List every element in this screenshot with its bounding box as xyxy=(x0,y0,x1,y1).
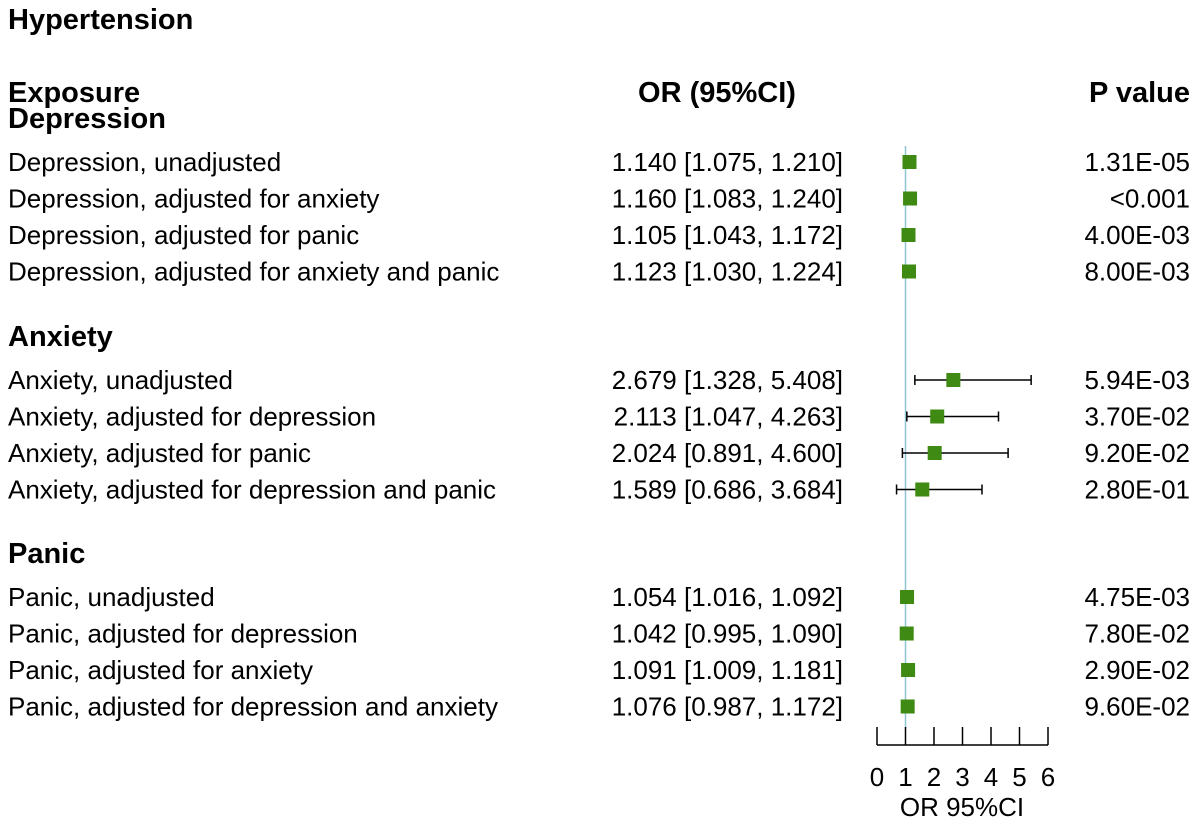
group-header: Panic xyxy=(8,538,85,570)
forest-row: Depression, adjusted for anxiety 1.160 [1… xyxy=(8,184,1190,214)
or-marker xyxy=(900,590,915,604)
x-tick-label: 0 xyxy=(870,762,884,792)
or-ci-value: 1.140 [1.075, 1.210] xyxy=(612,147,843,177)
or-marker xyxy=(915,482,930,497)
or-ci-value: 2.113 [1.047, 4.263] xyxy=(614,402,843,432)
forest-row: Panic, adjusted for depression and anxie… xyxy=(8,692,1190,722)
or-ci-value: 1.042 [0.995, 1.090] xyxy=(612,619,843,649)
x-tick-label: 4 xyxy=(984,762,998,792)
row-label: Depression, adjusted for anxiety xyxy=(8,184,379,214)
group-header: Anxiety xyxy=(8,321,113,353)
p-value: 2.80E-01 xyxy=(1084,475,1190,505)
p-value: 7.80E-02 xyxy=(1084,619,1190,649)
x-tick-label: 5 xyxy=(1012,762,1026,792)
row-label: Panic, adjusted for depression xyxy=(8,619,358,649)
or-marker xyxy=(930,409,945,424)
row-label: Depression, adjusted for panic xyxy=(8,220,359,250)
or-ci-value: 1.091 [1.009, 1.181] xyxy=(612,655,843,685)
forest-row: Panic, adjusted for anxiety 1.091 [1.009,… xyxy=(8,655,1190,685)
row-label: Anxiety, adjusted for depression xyxy=(8,402,376,432)
or-ci-value: 1.589 [0.686, 3.684] xyxy=(612,475,843,505)
p-value: 5.94E-03 xyxy=(1084,365,1190,395)
group-header: Depression xyxy=(8,103,166,135)
or-marker xyxy=(901,663,916,677)
row-label: Panic, adjusted for anxiety xyxy=(8,655,313,685)
p-value: 4.75E-03 xyxy=(1084,582,1190,612)
forest-row: Panic, unadjusted 1.054 [1.016, 1.092] 4.7… xyxy=(8,582,1190,612)
forest-row: Depression, unadjusted 1.140 [1.075, 1.21… xyxy=(8,147,1190,177)
row-label: Anxiety, adjusted for panic xyxy=(8,438,311,468)
p-value: 4.00E-03 xyxy=(1084,220,1190,250)
p-value: 9.60E-02 xyxy=(1084,692,1190,722)
or-ci-value: 1.105 [1.043, 1.172] xyxy=(612,220,843,250)
row-label: Anxiety, unadjusted xyxy=(8,365,233,395)
x-tick-label: 6 xyxy=(1041,762,1055,792)
x-tick-label: 1 xyxy=(898,762,912,792)
or-marker xyxy=(946,373,961,387)
or-marker xyxy=(927,446,942,460)
p-value: <0.001 xyxy=(1110,184,1190,214)
p-value: 3.70E-02 xyxy=(1084,402,1190,432)
or-marker xyxy=(902,155,917,169)
row-label: Panic, unadjusted xyxy=(8,582,215,612)
exposure-header: Exposure xyxy=(8,77,140,109)
chart-title: Hypertension xyxy=(8,4,193,36)
forest-row: Anxiety, adjusted for depression and pan… xyxy=(8,475,1190,505)
p-value-header: P value xyxy=(1089,77,1190,109)
forest-row: Panic, adjusted for depression 1.042 [0.9… xyxy=(8,619,1190,649)
or-marker xyxy=(903,191,918,206)
row-label: Depression, adjusted for anxiety and pan… xyxy=(8,257,499,287)
or-marker xyxy=(901,228,916,242)
or-marker xyxy=(902,264,917,279)
or-ci-value: 2.024 [0.891, 4.600] xyxy=(612,438,843,468)
row-label: Anxiety, adjusted for depression and pan… xyxy=(8,475,496,505)
or-ci-value: 1.054 [1.016, 1.092] xyxy=(612,582,843,612)
p-value: 1.31E-05 xyxy=(1084,147,1190,177)
forest-row: Anxiety, unadjusted 2.679 [1.328, 5.408] 5… xyxy=(8,365,1190,395)
x-tick-label: 3 xyxy=(955,762,969,792)
or-ci-value: 2.679 [1.328, 5.408] xyxy=(612,365,843,395)
forest-row: Anxiety, adjusted for depression 2.113 [1… xyxy=(8,402,1190,432)
or-ci-value: 1.076 [0.987, 1.172] xyxy=(612,692,843,722)
p-value: 9.20E-02 xyxy=(1084,438,1190,468)
forest-row: Anxiety, adjusted for panic 2.024 [0.891,… xyxy=(8,438,1190,468)
forest-row: Depression, adjusted for anxiety and pan… xyxy=(8,257,1190,287)
row-label: Depression, unadjusted xyxy=(8,147,281,177)
x-tick-label: 2 xyxy=(927,762,941,792)
row-label: Panic, adjusted for depression and anxie… xyxy=(8,692,498,722)
x-axis-label: OR 95%CI xyxy=(900,792,1024,822)
forest-row: Depression, adjusted for panic 1.105 [1.0… xyxy=(8,220,1190,250)
or-marker xyxy=(900,699,915,714)
or-ci-value: 1.160 [1.083, 1.240] xyxy=(612,184,843,214)
or-marker xyxy=(899,626,914,641)
or-ci-header: OR (95%CI) xyxy=(638,77,796,109)
p-value: 2.90E-02 xyxy=(1084,655,1190,685)
or-ci-value: 1.123 [1.030, 1.224] xyxy=(612,257,843,287)
p-value: 8.00E-03 xyxy=(1084,257,1190,287)
